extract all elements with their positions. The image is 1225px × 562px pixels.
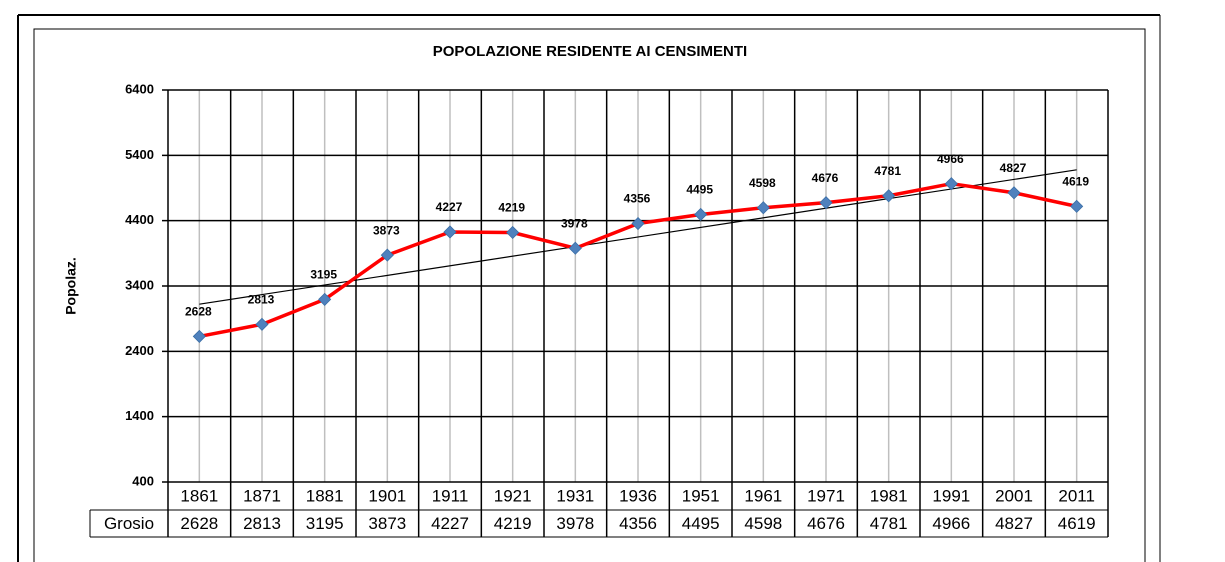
- table-value: 2813: [243, 514, 281, 533]
- table-value: 4219: [494, 514, 532, 533]
- x-tick-label: 1921: [494, 486, 532, 505]
- table-value: 4598: [744, 514, 782, 533]
- table-value: 4827: [995, 514, 1033, 533]
- data-label: 3873: [373, 223, 400, 237]
- data-label: 3195: [310, 268, 337, 282]
- data-label: 4676: [812, 171, 839, 185]
- table-value: 3873: [368, 514, 406, 533]
- table-value: 4227: [431, 514, 469, 533]
- marker: [882, 189, 896, 203]
- data-label: 4495: [686, 183, 713, 197]
- y-tick-label: 4400: [125, 212, 154, 227]
- x-tick-label: 2001: [995, 486, 1033, 505]
- data-label: 4966: [937, 152, 964, 166]
- data-label: 4619: [1062, 175, 1089, 189]
- trend-line: [199, 169, 1077, 305]
- x-tick-label: 1931: [556, 486, 594, 505]
- y-tick-label: 2400: [125, 343, 154, 358]
- table-value: 4619: [1058, 514, 1096, 533]
- table-value: 3978: [556, 514, 594, 533]
- marker: [380, 248, 394, 262]
- table-series-name: Grosio: [104, 514, 154, 533]
- marker: [819, 196, 833, 210]
- x-tick-label: 1981: [870, 486, 908, 505]
- marker: [1070, 199, 1084, 213]
- table-value: 4781: [870, 514, 908, 533]
- x-tick-label: 1881: [306, 486, 344, 505]
- marker: [506, 225, 520, 240]
- data-label: 2628: [185, 305, 212, 319]
- table-value: 2628: [180, 514, 218, 533]
- x-tick-label: 2011: [1058, 486, 1095, 505]
- table-value: 3195: [306, 514, 344, 533]
- marker: [318, 292, 332, 306]
- marker: [694, 207, 708, 222]
- chart-border: [33, 28, 1146, 562]
- marker: [568, 241, 582, 255]
- marker: [944, 177, 958, 191]
- data-label: 4827: [1000, 161, 1027, 175]
- x-tick-label: 1961: [744, 486, 782, 505]
- x-tick-label: 1991: [932, 486, 970, 505]
- data-label: 4356: [624, 192, 651, 206]
- marker: [192, 329, 206, 344]
- x-tick-label: 1901: [368, 486, 406, 505]
- table-value: 4356: [619, 514, 657, 533]
- table-value: 4966: [932, 514, 970, 533]
- marker: [1007, 186, 1021, 200]
- y-tick-label: 1400: [125, 408, 154, 423]
- data-label: 4598: [749, 176, 776, 190]
- y-tick-label: 3400: [125, 277, 154, 292]
- x-tick-label: 1936: [619, 486, 657, 505]
- marker: [255, 317, 269, 331]
- y-tick-label: 400: [132, 473, 154, 488]
- data-label: 4781: [874, 164, 901, 178]
- y-axis-label: Popolaz.: [63, 257, 79, 315]
- y-tick-label: 5400: [125, 147, 154, 162]
- marker: [631, 216, 645, 231]
- marker: [756, 201, 770, 215]
- marker: [443, 225, 457, 239]
- x-tick-label: 1951: [682, 486, 720, 505]
- data-label: 4219: [498, 201, 525, 215]
- y-tick-label: 6400: [125, 81, 154, 96]
- data-label: 3978: [561, 216, 588, 230]
- table-value: 4495: [682, 514, 720, 533]
- chart-title: POPOLAZIONE RESIDENTE AI CENSIMENTI: [433, 43, 747, 60]
- x-tick-label: 1971: [807, 486, 845, 505]
- x-tick-label: 1871: [243, 486, 281, 505]
- table-value: 4676: [807, 514, 845, 533]
- x-tick-label: 1911: [432, 486, 469, 505]
- data-label: 2813: [248, 293, 275, 307]
- data-label: 4227: [436, 200, 463, 214]
- x-tick-label: 1861: [180, 486, 218, 505]
